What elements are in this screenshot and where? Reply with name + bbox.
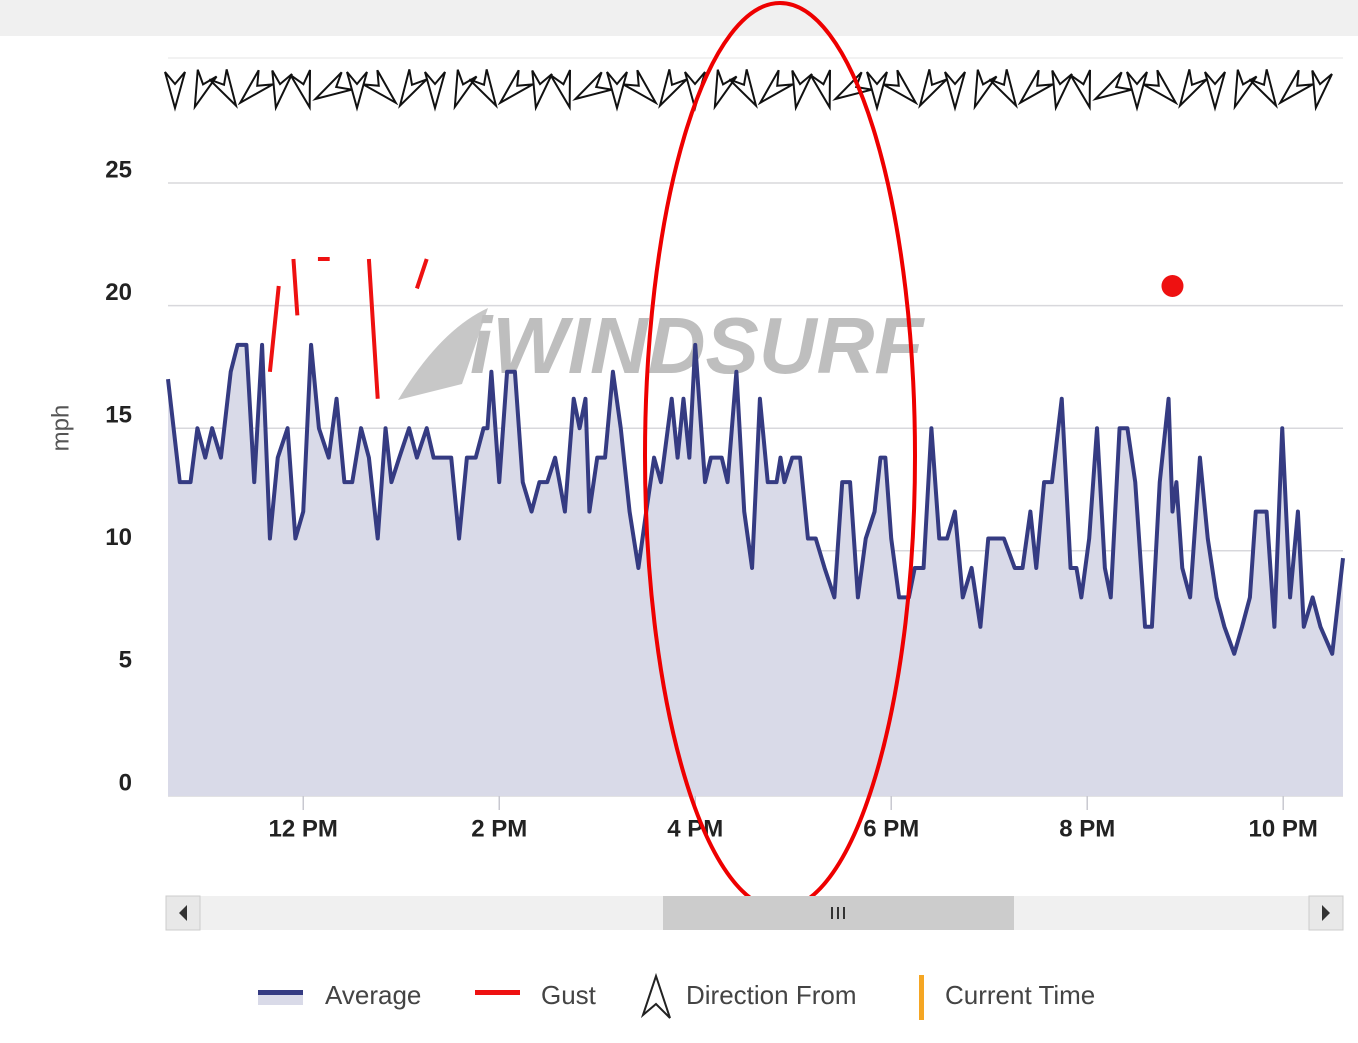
y-tick-label: 10: [105, 524, 132, 551]
direction-arrow: [606, 71, 628, 112]
direction-arrow: [866, 71, 888, 112]
watermark-group: iWINDSURF: [398, 301, 925, 400]
y-tick-label: 15: [105, 402, 132, 429]
legend-current-time-swatch: [919, 975, 924, 1020]
x-tick-label: 2 PM: [471, 815, 527, 842]
direction-arrow: [572, 71, 612, 101]
direction-arrow: [549, 69, 572, 111]
y-axis-label: mph: [47, 405, 74, 452]
direction-arrow: [362, 69, 399, 106]
direction-arrow: [346, 71, 368, 112]
direction-arrow: [208, 69, 238, 109]
y-tick-label: 20: [105, 279, 132, 306]
legend: Direction From Current Time Average Gust: [258, 972, 1095, 1020]
direction-arrow: [988, 69, 1018, 109]
direction-arrow: [713, 69, 738, 111]
x-tick-label: 10 PM: [1249, 815, 1318, 842]
x-tick-label: 12 PM: [269, 815, 338, 842]
direction-arrow: [1248, 69, 1278, 109]
direction-arrow: [1142, 69, 1179, 106]
legend-swatch-fill: [258, 993, 303, 1005]
direction-arrow: [164, 71, 186, 112]
direction-arrow: [1204, 71, 1226, 112]
direction-arrow: [193, 69, 218, 111]
direction-arrow: [791, 70, 813, 112]
direction-arrow: [1178, 69, 1208, 109]
direction-arrow: [757, 69, 794, 106]
legend-label: Direction From: [686, 980, 856, 1010]
direction-arrow: [1311, 70, 1333, 112]
x-tick-label: 4 PM: [667, 815, 723, 842]
x-tick-label: 6 PM: [863, 815, 919, 842]
direction-arrow: [1069, 69, 1092, 111]
scrollbar: [165, 895, 1344, 931]
marks: [166, 259, 1345, 796]
direction-arrow: [398, 69, 428, 109]
direction-arrow: [1126, 71, 1148, 112]
scroll-left-button[interactable]: [165, 895, 201, 931]
y-tick-label: 0: [119, 769, 132, 796]
direction-arrow: [424, 71, 446, 112]
direction-arrow: [1233, 69, 1258, 111]
direction-arrow: [728, 69, 758, 109]
direction-arrow: [622, 69, 659, 106]
direction-arrow: [1051, 70, 1073, 112]
direction-arrow: [271, 70, 293, 112]
direction-arrow: [312, 71, 352, 101]
direction-arrow: [882, 69, 919, 106]
x-tick-label: 8 PM: [1059, 815, 1115, 842]
y-tick-label: 5: [119, 647, 132, 674]
scroll-right-arrow: [1322, 905, 1330, 921]
direction-arrow: [1277, 69, 1314, 106]
direction-arrow: [497, 69, 534, 106]
direction-arrow: [809, 69, 832, 111]
watermark-sail: [398, 308, 488, 400]
direction-arrow: [531, 70, 553, 112]
legend-swatch: [475, 990, 520, 995]
scroll-grip: [831, 907, 845, 919]
direction-arrow: [453, 69, 478, 111]
direction-arrow: [658, 69, 688, 109]
y-tick-label: 25: [105, 156, 132, 183]
legend-label: Gust: [541, 980, 597, 1010]
direction-arrows: [164, 69, 1333, 112]
direction-arrow: [918, 69, 948, 109]
top-bar: [0, 0, 1358, 36]
direction-arrow: [944, 71, 966, 112]
legend-direction-icon: [640, 972, 671, 1019]
legend-swatch: [258, 990, 303, 995]
direction-arrow: [684, 71, 706, 112]
series-area: [168, 344, 1343, 796]
direction-arrow: [289, 69, 312, 111]
legend-label: Current Time: [945, 980, 1095, 1010]
scroll-left-arrow: [179, 905, 187, 921]
series-point: [1161, 274, 1184, 297]
legend-label: Average: [325, 980, 421, 1010]
direction-arrow: [1092, 71, 1132, 101]
grid: 0 5 10 15 20 25 12 PM 2 PM 4 PM 6 PM 8 PM 10 PM: [105, 156, 1343, 842]
direction-arrow: [1017, 69, 1054, 106]
direction-arrow: [973, 69, 998, 111]
direction-arrow: [237, 69, 274, 106]
series-line: [166, 342, 1345, 656]
direction-arrow: [468, 69, 498, 109]
